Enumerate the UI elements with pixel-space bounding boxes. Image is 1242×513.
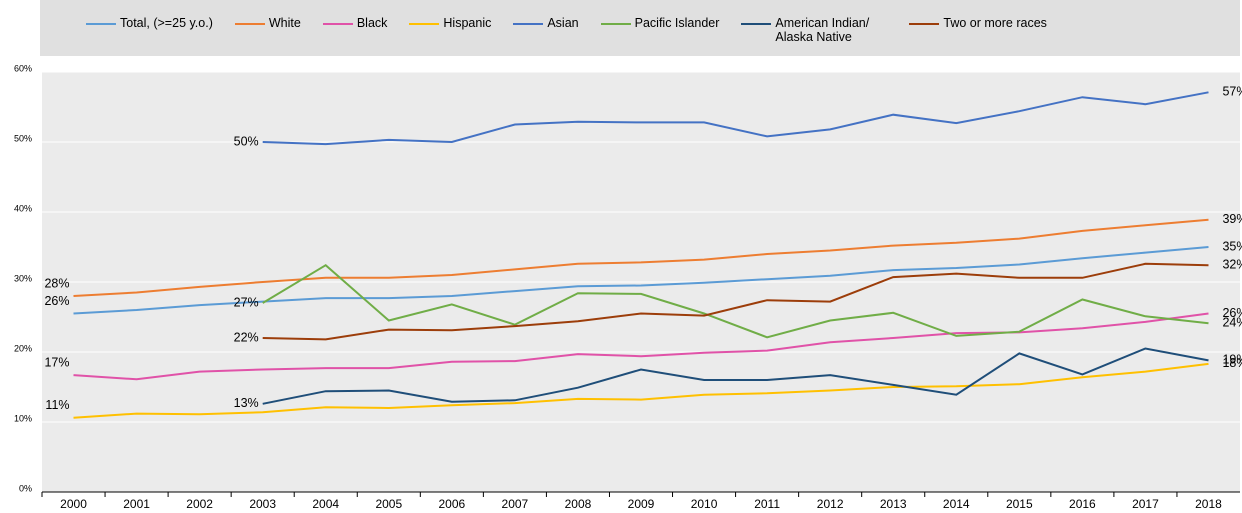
series-line (262, 91, 1209, 146)
data-label: 24% (1222, 316, 1242, 330)
legend-label: American Indian/ Alaska Native (775, 16, 870, 44)
x-tick-label: 2018 (1195, 497, 1222, 511)
series-line (262, 347, 1209, 405)
legend-item: Asian (513, 16, 579, 30)
data-label: 26% (1222, 306, 1242, 320)
x-tick-label: 2012 (817, 497, 844, 511)
data-label: 11% (45, 398, 69, 412)
x-tick-label: 2006 (438, 497, 465, 511)
legend-swatch (86, 23, 116, 25)
legend-swatch (909, 23, 940, 25)
legend-swatch (741, 23, 772, 25)
series-line (262, 262, 1209, 341)
legend-item: Total, (>=25 y.o.) (86, 16, 213, 30)
legend-item: Hispanic (409, 16, 491, 30)
legend-swatch (600, 23, 631, 25)
y-tick-label: 40% (14, 203, 32, 213)
x-tick-label: 2016 (1069, 497, 1096, 511)
legend-swatch (322, 23, 353, 25)
y-tick-label: 30% (14, 273, 32, 283)
x-tick-label: 2004 (312, 497, 339, 511)
data-label: 13% (234, 396, 259, 410)
x-tick-label: 2014 (943, 497, 970, 511)
legend-swatch (513, 23, 544, 25)
x-tick-label: 2002 (186, 497, 213, 511)
data-label: 22% (234, 330, 259, 344)
data-label: 27% (234, 295, 259, 309)
legend-label: Black (356, 16, 388, 30)
x-tick-label: 2001 (123, 497, 150, 511)
data-label: 39% (1222, 212, 1242, 226)
x-tick-label: 2008 (565, 497, 592, 511)
legend-label: Total, (>=25 y.o.) (120, 16, 213, 30)
x-tick-label: 2011 (754, 497, 780, 511)
legend-swatch (409, 23, 440, 25)
x-tick-label: 2009 (628, 497, 655, 511)
x-tick-label: 2013 (880, 497, 907, 511)
legend-swatch (234, 23, 265, 25)
legend-item: White (234, 16, 301, 30)
y-tick-label: 50% (14, 133, 32, 143)
series-line (73, 246, 1209, 315)
x-tick-label: 2010 (691, 497, 718, 511)
y-tick-label: 60% (14, 63, 32, 73)
y-tick-label: 0% (19, 483, 32, 493)
series-line (262, 263, 1209, 339)
legend-item: Two or more races (909, 16, 1047, 30)
x-tick-label: 2005 (375, 497, 402, 511)
y-tick-label: 10% (14, 413, 32, 423)
data-label: 32% (1222, 257, 1242, 271)
data-label: 19% (1222, 353, 1242, 367)
legend-item: Black (322, 16, 388, 30)
legend-label: Hispanic (443, 16, 492, 30)
x-tick-label: 2003 (249, 497, 276, 511)
data-label: 17% (44, 355, 69, 369)
data-label: 28% (44, 276, 69, 290)
x-tick-label: 2000 (60, 497, 87, 511)
x-tick-label: 2007 (502, 497, 529, 511)
series-line (73, 218, 1209, 297)
legend: Total, (>=25 y.o.) White Black Hispanic Asia… (40, 0, 1240, 56)
data-label: 18% (1222, 356, 1242, 370)
y-tick-label: 20% (14, 343, 32, 353)
x-tick-label: 2017 (1132, 497, 1159, 511)
data-label: 35% (1222, 239, 1242, 253)
data-label: 50% (234, 134, 259, 148)
legend-item: Pacific Islander (600, 16, 720, 30)
data-label: 26% (44, 294, 69, 308)
data-label: 57% (1222, 85, 1242, 99)
legend-label: Two or more races (943, 16, 1047, 30)
x-tick-label: 2015 (1006, 497, 1033, 511)
legend-label: Pacific Islander (634, 16, 720, 30)
legend-label: Asian (547, 16, 579, 30)
legend-label: White (268, 16, 301, 30)
legend-item: American Indian/ Alaska Native (741, 16, 887, 44)
series-line (73, 362, 1209, 419)
